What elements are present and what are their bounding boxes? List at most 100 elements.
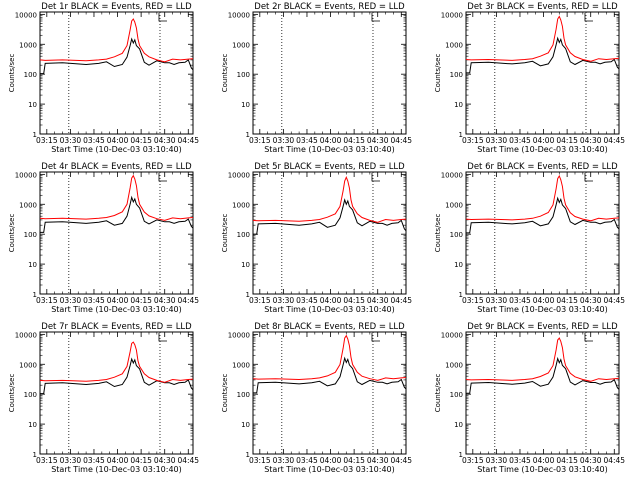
y-tick-label: 10: [28, 101, 37, 109]
x-tick-label: 03:30: [60, 456, 82, 465]
x-tick-label: 03:30: [486, 136, 508, 145]
y-tick-label: 10000: [228, 331, 250, 339]
y-axis-label: Counts/sec: [434, 214, 442, 253]
x-tick-label: 03:15: [249, 296, 271, 305]
y-tick-label: 10: [28, 421, 37, 429]
y-tick-label: 1000: [19, 201, 37, 209]
x-axis-label: Start Time (10-Dec-03 03:10:40): [51, 465, 182, 474]
plot-frame: [252, 331, 407, 455]
x-axis-label: Start Time (10-Dec-03 03:10:40): [477, 305, 608, 314]
y-tick-label: 1000: [445, 201, 463, 209]
series-line-events: [40, 195, 194, 233]
y-tick-label: 1: [459, 291, 463, 299]
y-tick-label: 10000: [15, 171, 37, 179]
series-line-events: [253, 198, 407, 235]
x-tick-label: 03:15: [36, 296, 58, 305]
panel-title: Det 5r BLACK = Events, RED = LLD: [254, 162, 405, 172]
x-tick-label: 04:15: [556, 136, 578, 145]
x-tick-label: 03:15: [36, 136, 58, 145]
y-axis-label: Counts/sec: [8, 54, 16, 93]
x-axis-label: Start Time (10-Dec-03 03:10:40): [477, 145, 608, 154]
y-tick-label: 100: [24, 391, 37, 399]
series-line-lld: [39, 18, 194, 63]
x-tick-label: 03:45: [509, 136, 531, 145]
y-axis-label: Counts/sec: [221, 54, 229, 93]
y-tick-label: 100: [24, 231, 37, 239]
x-tick-label: 04:00: [533, 136, 555, 145]
y-tick-label: 10: [454, 101, 463, 109]
x-tick-label: 04:45: [390, 296, 412, 305]
x-axis-label: Start Time (10-Dec-03 03:10:40): [51, 305, 182, 314]
y-tick-label: 10: [241, 101, 250, 109]
x-tick-label: 04:00: [107, 296, 129, 305]
y-tick-label: 10: [454, 261, 463, 269]
x-tick-label: 03:45: [83, 456, 105, 465]
x-axis-label: Start Time (10-Dec-03 03:10:40): [477, 465, 608, 474]
panel-title: Det 2r BLACK = Events, RED = LLD: [254, 2, 405, 12]
y-axis-label: Counts/sec: [221, 214, 229, 253]
y-tick-label: 10000: [228, 11, 250, 19]
series-line-events: [253, 356, 407, 394]
x-tick-label: 04:30: [367, 136, 389, 145]
plot-frame: [252, 11, 407, 135]
bracket-marker: [158, 173, 167, 182]
x-tick-label: 04:00: [533, 456, 555, 465]
series-line-lld: [252, 176, 407, 223]
x-tick-label: 04:45: [603, 296, 625, 305]
plot-frame: [465, 171, 620, 295]
series-line-events: [466, 196, 620, 234]
x-tick-label: 03:30: [486, 296, 508, 305]
y-tick-label: 1000: [232, 201, 250, 209]
panel-det-6: Det 6r BLACK = Events, RED = LLD 1 10 100 10…: [434, 162, 625, 314]
x-tick-label: 03:45: [296, 456, 318, 465]
series-line-lld: [465, 174, 620, 222]
x-tick-label: 03:45: [83, 136, 105, 145]
bracket-marker: [371, 13, 380, 22]
panel-det-3: Det 3r BLACK = Events, RED = LLD 1 10 100 10…: [434, 2, 625, 154]
panel-title: Det 9r BLACK = Events, RED = LLD: [467, 322, 618, 332]
series-line-lld: [465, 15, 620, 62]
y-tick-label: 1000: [232, 361, 250, 369]
panel-title: Det 1r BLACK = Events, RED = LLD: [41, 2, 192, 12]
y-tick-label: 1000: [232, 41, 250, 49]
series-line-events: [466, 356, 620, 394]
x-tick-label: 03:15: [462, 136, 484, 145]
x-tick-label: 04:30: [580, 136, 602, 145]
bracket-marker: [158, 13, 167, 22]
bracket-marker: [371, 173, 380, 182]
x-tick-label: 04:45: [390, 136, 412, 145]
x-tick-label: 03:45: [296, 296, 318, 305]
x-tick-label: 04:30: [367, 456, 389, 465]
y-tick-label: 100: [237, 391, 250, 399]
x-tick-label: 03:45: [509, 296, 531, 305]
x-tick-label: 03:45: [83, 296, 105, 305]
x-tick-label: 04:15: [556, 296, 578, 305]
bracket-marker: [584, 13, 593, 22]
panel-det-7: Det 7r BLACK = Events, RED = LLD 1 10 100 10…: [8, 322, 199, 474]
y-tick-label: 10: [454, 421, 463, 429]
y-tick-label: 1: [246, 451, 250, 459]
series-line-events: [466, 36, 620, 74]
y-tick-label: 100: [450, 391, 463, 399]
bracket-marker: [371, 333, 380, 342]
panel-det-1: Det 1r BLACK = Events, RED = LLD 1 10 100 10…: [8, 2, 199, 154]
x-tick-label: 04:15: [130, 296, 152, 305]
panel-title: Det 4r BLACK = Events, RED = LLD: [41, 162, 192, 172]
y-tick-label: 100: [237, 71, 250, 79]
x-tick-label: 04:00: [320, 136, 342, 145]
x-tick-label: 03:45: [296, 136, 318, 145]
x-tick-label: 03:15: [249, 456, 271, 465]
x-tick-label: 04:30: [154, 136, 176, 145]
x-tick-label: 03:30: [273, 456, 295, 465]
series-line-lld: [465, 337, 620, 382]
x-tick-label: 03:30: [273, 136, 295, 145]
panel-title: Det 6r BLACK = Events, RED = LLD: [467, 162, 618, 172]
x-tick-label: 04:45: [177, 296, 199, 305]
x-axis-label: Start Time (10-Dec-03 03:10:40): [264, 465, 395, 474]
bracket-marker: [584, 333, 593, 342]
x-tick-label: 04:15: [130, 456, 152, 465]
panel-title: Det 3r BLACK = Events, RED = LLD: [467, 2, 618, 12]
y-tick-label: 100: [24, 71, 37, 79]
x-tick-label: 04:00: [107, 136, 129, 145]
